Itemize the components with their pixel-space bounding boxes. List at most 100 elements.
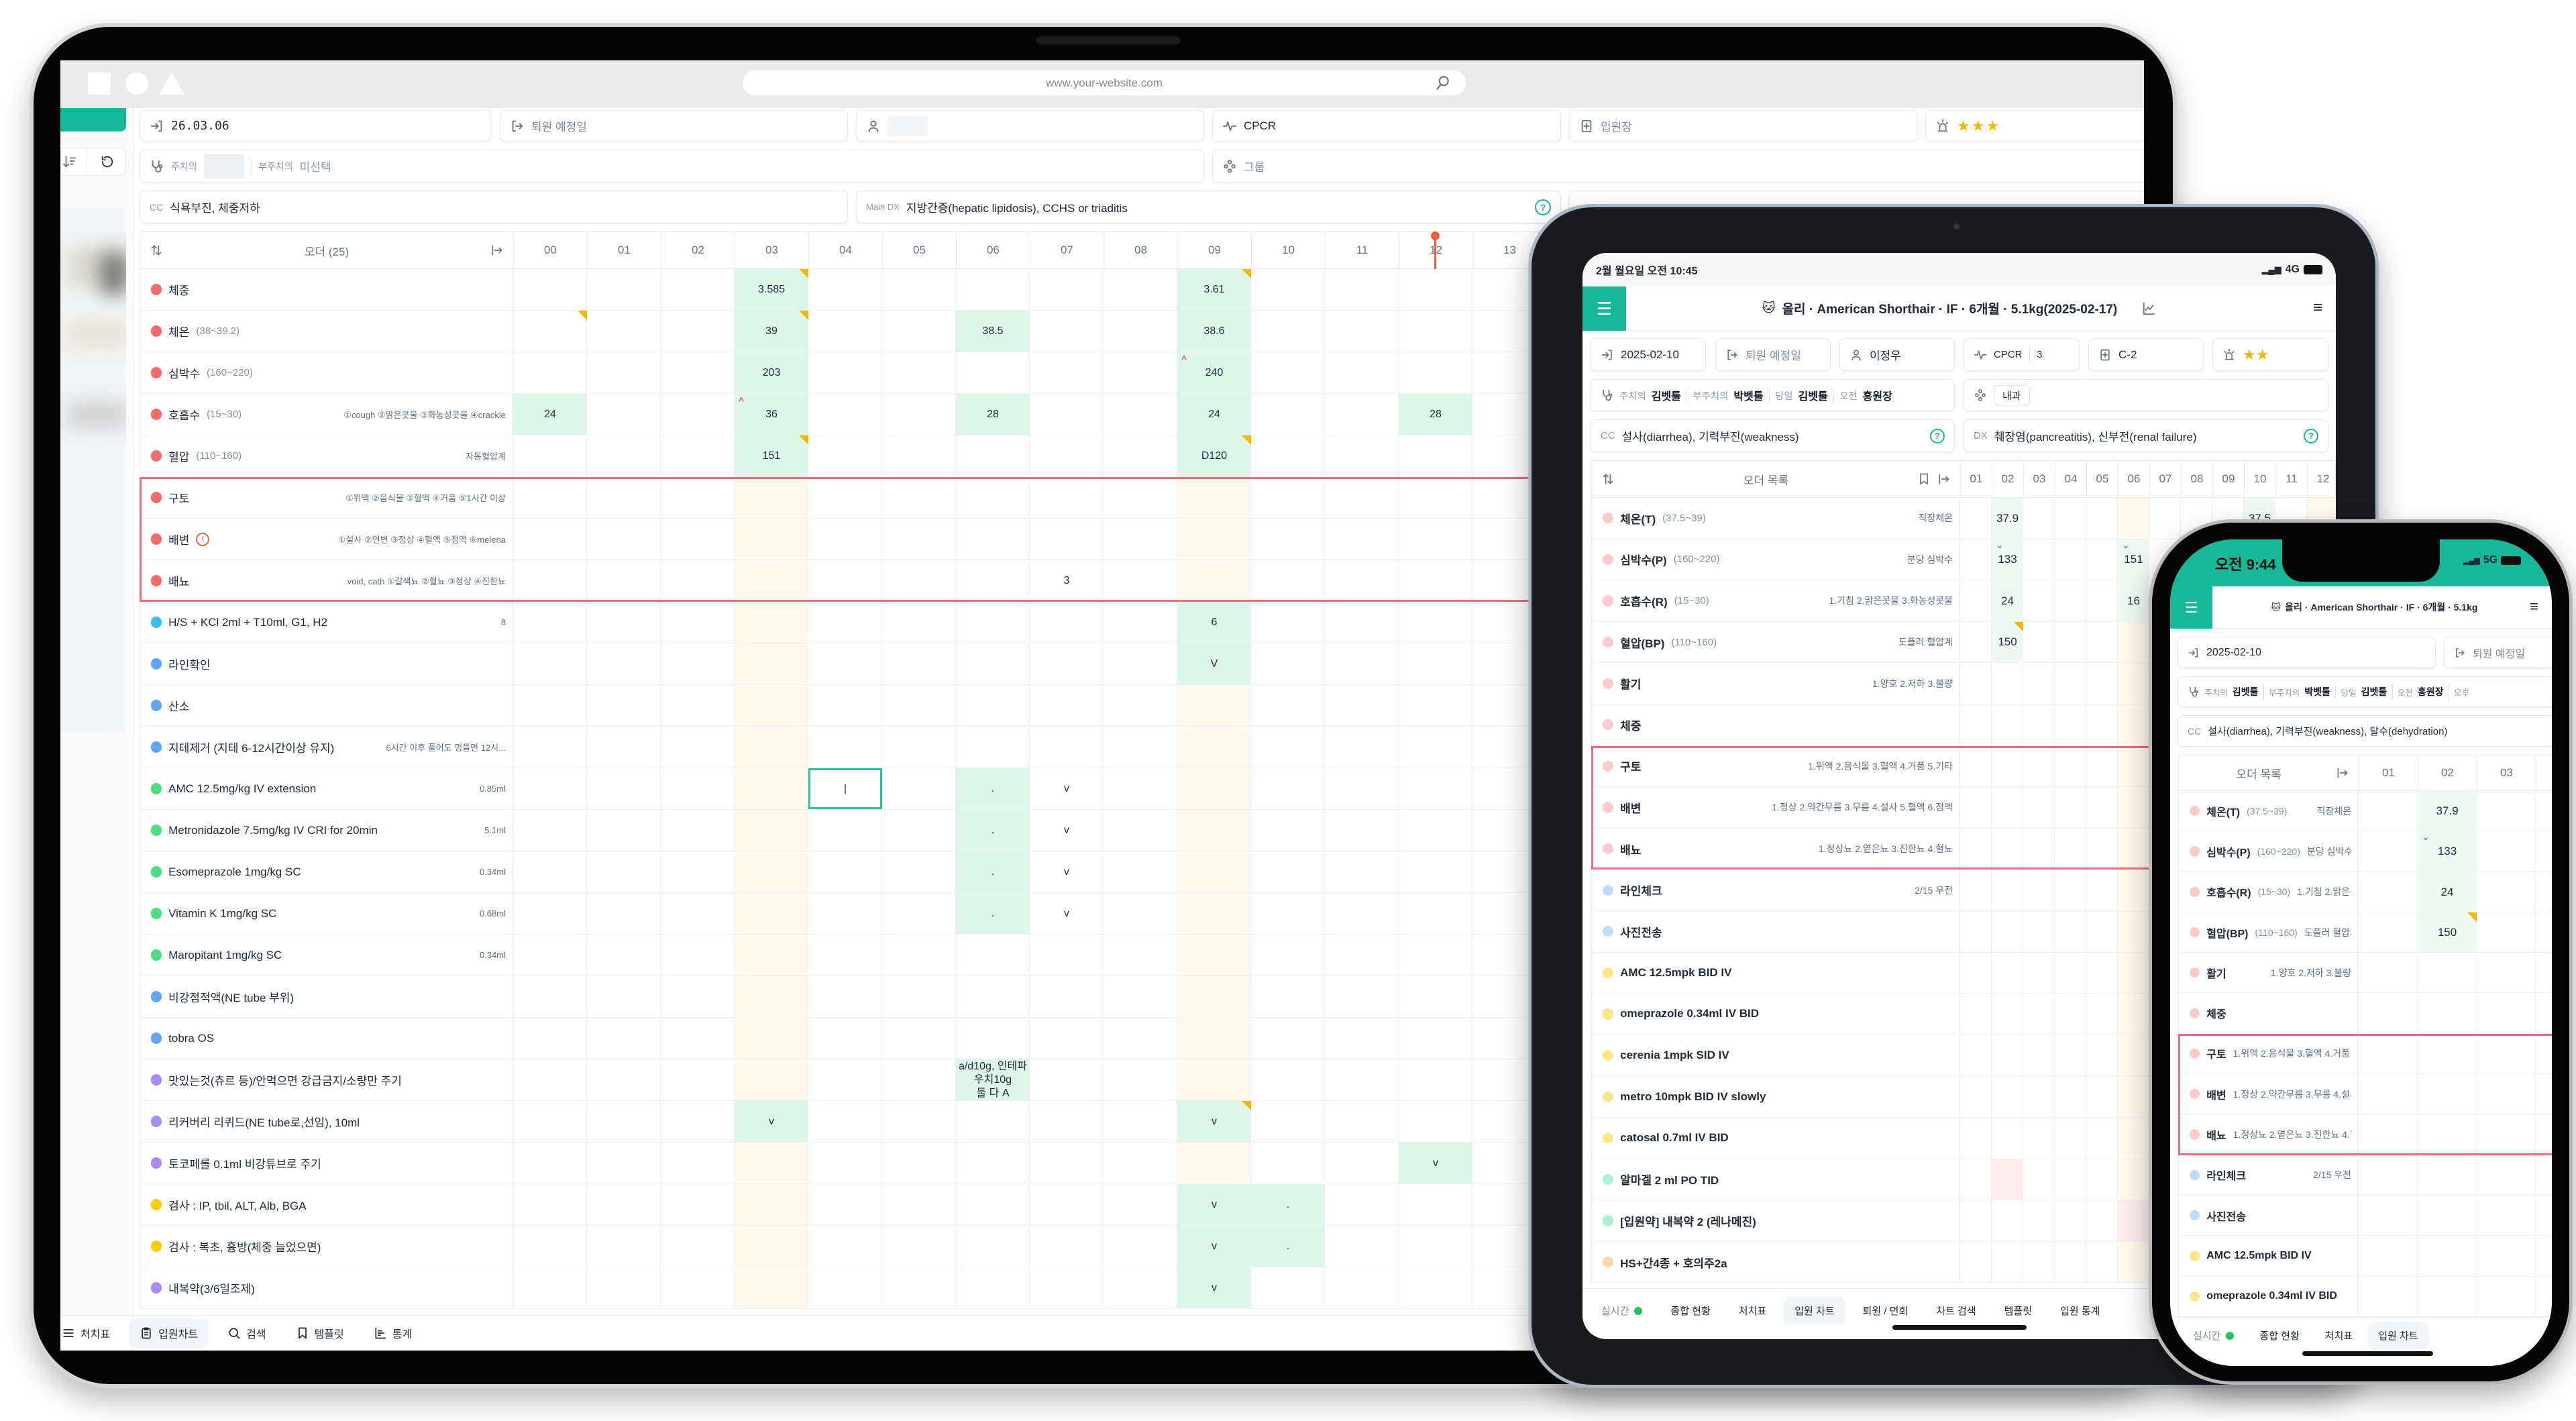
- order-cell[interactable]: 검사 : IP, tbil, ALT, Alb, BGA: [140, 1184, 513, 1225]
- discharge-date-field[interactable]: 퇴원 예정일: [1715, 338, 1831, 371]
- chart-cell[interactable]: [1992, 1159, 2023, 1200]
- nav-live-status[interactable]: 실시간: [1591, 1297, 1653, 1324]
- chart-cell[interactable]: 203: [735, 352, 808, 393]
- chart-cell[interactable]: V: [1177, 643, 1251, 684]
- order-cell[interactable]: omeprazole 0.34ml IV BID: [2179, 1276, 2359, 1316]
- order-cell[interactable]: 내복약(3/6일조제): [140, 1267, 513, 1308]
- chart-cell[interactable]: 150: [1992, 621, 2023, 663]
- more-menu-icon[interactable]: ≡: [2530, 598, 2538, 615]
- order-cell[interactable]: HS+간4종 + 호의주2a: [1592, 1241, 1960, 1283]
- discharge-date-field[interactable]: 퇴원 예정일: [500, 110, 848, 142]
- chart-cell[interactable]: a/d10g, 인테파우치10g 둘 다 A: [956, 1059, 1030, 1100]
- order-cell[interactable]: 토코페롤 0.1ml 비강튜브로 주기: [140, 1143, 513, 1183]
- expand-icon[interactable]: [2336, 766, 2349, 780]
- order-cell[interactable]: Esomeprazole 1mg/kg SC 0.34ml: [140, 851, 513, 892]
- chart-cell[interactable]: .: [956, 810, 1030, 851]
- discharge-date-field[interactable]: 퇴원 예정일: [2444, 637, 2552, 668]
- nav-item-0[interactable]: 종합 현황: [2249, 1322, 2310, 1349]
- order-cell[interactable]: 라인체크 2/15 우전: [2179, 1155, 2359, 1195]
- nav-item-4[interactable]: 통계: [363, 1318, 423, 1348]
- dx-field[interactable]: DX 췌장염(pancreatitis), 신부전(renal failure)…: [1964, 419, 2328, 452]
- more-menu-icon[interactable]: ≡: [2312, 299, 2322, 317]
- order-cell[interactable]: 체온(T) (37.5~39) 직장체온: [1592, 498, 1960, 539]
- chart-cell[interactable]: 39: [735, 311, 808, 352]
- order-cell[interactable]: 체중: [140, 269, 513, 310]
- chart-cell[interactable]: 24: [1992, 580, 2023, 621]
- order-cell[interactable]: Metronidazole 7.5mg/kg IV CRI for 20min 5…: [140, 810, 513, 851]
- nav-item-6[interactable]: 입원 통계: [2049, 1297, 2110, 1324]
- chart-cell[interactable]: .: [956, 851, 1030, 892]
- chart-cell[interactable]: v: [1177, 1184, 1251, 1225]
- bookmark-icon[interactable]: [1917, 472, 1931, 486]
- chart-cell[interactable]: 24: [2418, 872, 2477, 912]
- nav-item-5[interactable]: 템플릿: [1994, 1297, 2043, 1324]
- admit-date-field[interactable]: 2025-02-10: [2178, 637, 2436, 668]
- order-cell[interactable]: 체온(T) (37.5~39) 직장체온: [2179, 791, 2359, 831]
- order-cell[interactable]: 호흡수 (15~30) ①cough ②맑은콧물 ③화농성콧물 ④crackle: [140, 394, 513, 435]
- chart-cell[interactable]: 6: [1177, 602, 1251, 643]
- order-cell[interactable]: 배뇨 void, cath ①갈색뇨 ②혈뇨 ③정상 ④진한뇨: [140, 560, 513, 601]
- sort-icon[interactable]: [1601, 472, 1615, 486]
- order-cell[interactable]: 심박수 (160~220): [140, 352, 513, 393]
- order-cell[interactable]: 심박수(P) (160~220) 분당 심박수: [1592, 539, 1960, 580]
- chart-cell[interactable]: [2118, 1200, 2149, 1241]
- order-cell[interactable]: 사진전송: [2179, 1196, 2359, 1236]
- nav-item-0[interactable]: 종합 현황: [1660, 1297, 1721, 1324]
- order-cell[interactable]: AMC 12.5mg/kg IV extension 0.85ml: [140, 768, 513, 809]
- help-icon[interactable]: ?: [2304, 428, 2318, 443]
- order-cell[interactable]: tobra OS: [140, 1018, 513, 1059]
- alert-icon[interactable]: !: [196, 532, 210, 546]
- chart-cell[interactable]: v: [735, 1101, 808, 1142]
- nav-live-status[interactable]: 실시간: [2182, 1322, 2245, 1349]
- order-cell[interactable]: 호흡수(R) (15~30) 1.기침 2.맑은콧물 3.화농성콧물: [2179, 872, 2359, 912]
- window-square-icon[interactable]: [88, 72, 111, 95]
- order-cell[interactable]: AMC 12.5mpk BID IV: [1592, 952, 1960, 994]
- chart-cell[interactable]: v: [1030, 768, 1104, 809]
- admit-date-field[interactable]: 2025-02-10: [1591, 338, 1706, 371]
- menu-button[interactable]: ☰: [2170, 586, 2212, 629]
- chart-cell[interactable]: |: [808, 768, 882, 809]
- chart-cell[interactable]: 133 ⌄: [1992, 539, 2023, 580]
- order-cell[interactable]: 활기 1.양호 2.저하 3.불량: [1592, 663, 1960, 704]
- chart-cell[interactable]: 3.61: [1177, 269, 1251, 310]
- order-cell[interactable]: 구토 1.위액 2.음식물 3.혈액 4.거품 5.기타: [1592, 745, 1960, 787]
- chart-cell[interactable]: 3.585: [735, 269, 808, 310]
- order-cell[interactable]: 배뇨 1.정상뇨 2.옅은뇨 3.진한뇨 4.혈뇨: [1592, 828, 1960, 870]
- cc-field[interactable]: CC 설사(diarrhea), 기력부진(weakness) ?: [1591, 419, 1955, 452]
- order-cell[interactable]: cerenia 1mpk SID IV: [1592, 1035, 1960, 1076]
- group-field[interactable]: 내과: [1964, 379, 2328, 411]
- sort-icon[interactable]: [150, 244, 163, 257]
- chart-cell[interactable]: .: [1251, 1226, 1325, 1267]
- order-cell[interactable]: 비강점적액(NE tube 부위): [140, 976, 513, 1017]
- vet-field[interactable]: 주치의 김벳툴 부주치의 박벳툴 당일 김벳툴 오전 홍원장 오후: [2178, 676, 2552, 707]
- chart-cell[interactable]: 28: [1399, 394, 1472, 435]
- order-cell[interactable]: 알마겔 2 ml PO TID: [1592, 1159, 1960, 1200]
- nav-item-2[interactable]: 검색: [217, 1318, 276, 1348]
- chart-cell[interactable]: v: [1177, 1226, 1251, 1267]
- chart-cell[interactable]: 24: [1177, 394, 1251, 435]
- order-cell[interactable]: [입원약] 내복약 2 (레나메진): [1592, 1200, 1960, 1241]
- refresh-icon[interactable]: [100, 154, 115, 169]
- nav-item-4[interactable]: 차트 검색: [1925, 1297, 1986, 1324]
- chart-cell[interactable]: 28: [956, 394, 1030, 435]
- order-cell[interactable]: 혈압 (110~160) 자동혈압계: [140, 435, 513, 476]
- order-cell[interactable]: 활기 1.양호 2.저하 3.불량: [2179, 953, 2359, 993]
- cpcr-field[interactable]: CPCR 3: [1964, 338, 2080, 371]
- nav-item-3[interactable]: 템플릿: [285, 1318, 355, 1348]
- chart-cell[interactable]: 151: [735, 435, 808, 476]
- nav-item-1[interactable]: 처치표: [2314, 1322, 2363, 1349]
- cpcr-field[interactable]: CPCR: [1212, 110, 1561, 142]
- chart-cell[interactable]: .: [956, 893, 1030, 934]
- chart-cell[interactable]: 37.9: [1992, 498, 2023, 539]
- order-cell[interactable]: 산소: [140, 685, 513, 726]
- chart-cell[interactable]: 150: [2418, 912, 2477, 953]
- chart-cell[interactable]: D120: [1177, 435, 1251, 476]
- vet-field[interactable]: 주치의 부주치의 미선택: [140, 150, 1204, 182]
- staff-field[interactable]: [856, 110, 1204, 142]
- order-cell[interactable]: 배변 1.정상 2.약간무름 3.무름 4.설사 5.혈액 6.점액: [2179, 1074, 2359, 1114]
- order-cell[interactable]: 혈압(BP) (110~160) 도플러 혈압계: [2179, 912, 2359, 953]
- help-icon[interactable]: ?: [1535, 199, 1551, 215]
- nav-item-0[interactable]: 처치표: [60, 1318, 121, 1348]
- chart-cell[interactable]: 38.6: [1177, 311, 1251, 352]
- chart-cell[interactable]: 24: [513, 394, 587, 435]
